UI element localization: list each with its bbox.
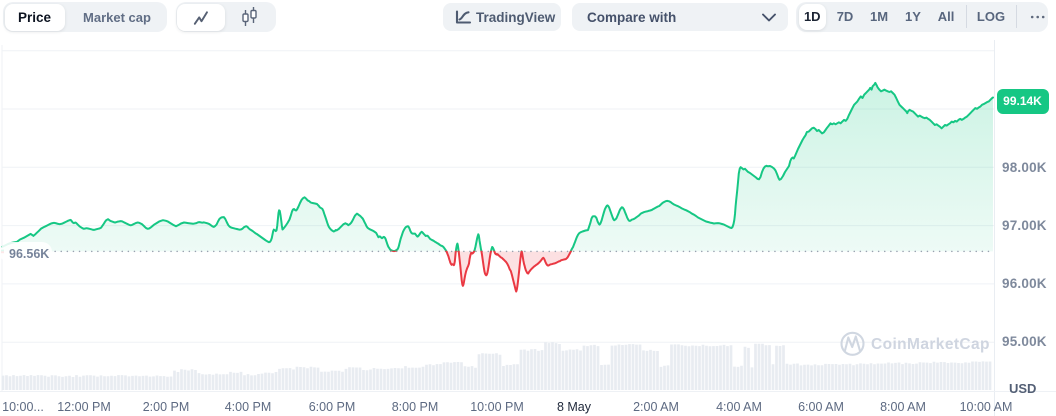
svg-text:CoinMarketCap: CoinMarketCap bbox=[871, 336, 990, 353]
